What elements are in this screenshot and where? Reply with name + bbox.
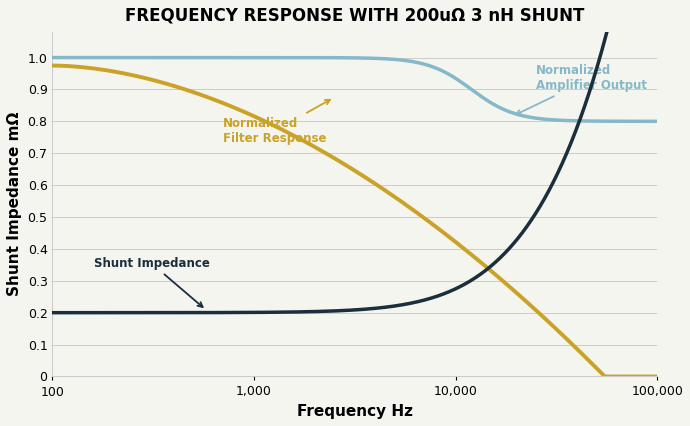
Y-axis label: Shunt Impedance mΩ: Shunt Impedance mΩ <box>7 112 22 296</box>
Text: Normalized
Filter Response: Normalized Filter Response <box>223 100 330 145</box>
Text: Normalized
Amplifier Output: Normalized Amplifier Output <box>516 64 647 115</box>
X-axis label: Frequency Hz: Frequency Hz <box>297 404 413 419</box>
Title: FREQUENCY RESPONSE WITH 200uΩ 3 nH SHUNT: FREQUENCY RESPONSE WITH 200uΩ 3 nH SHUNT <box>125 7 584 25</box>
Text: Shunt Impedance: Shunt Impedance <box>94 257 209 307</box>
